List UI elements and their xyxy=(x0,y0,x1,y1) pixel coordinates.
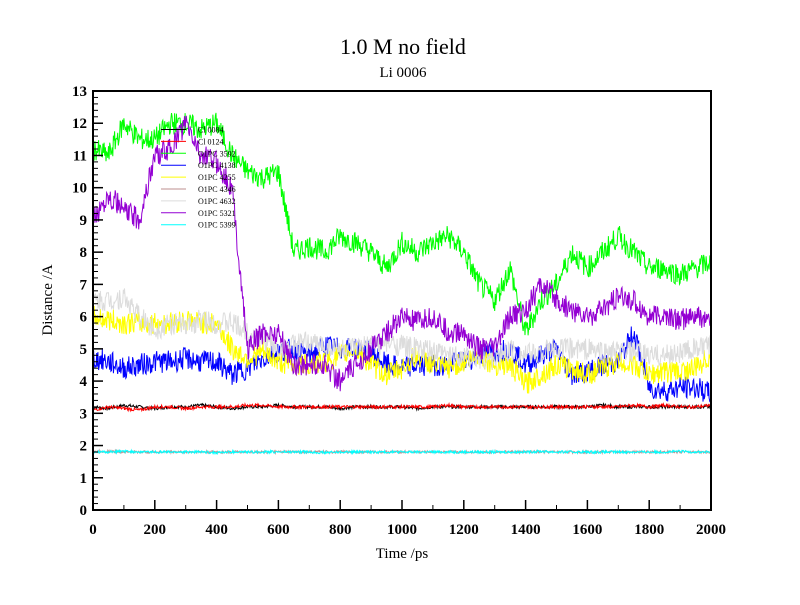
y-tick-label: 10 xyxy=(72,181,87,197)
y-tick-label: 9 xyxy=(80,213,88,229)
series-line-o1pc-5321 xyxy=(92,115,712,392)
legend-label: O1PC 5399 xyxy=(198,221,236,230)
x-tick-label: 1000 xyxy=(387,522,417,538)
series-line-o1pc-4138 xyxy=(92,326,712,403)
series-layer xyxy=(92,112,712,456)
chart-title: 1.0 M no field xyxy=(340,34,466,59)
series-line-o1pc-5399 xyxy=(92,448,712,456)
y-tick-label: 1 xyxy=(80,471,88,487)
y-tick-label: 7 xyxy=(80,277,88,293)
legend-label: O1PC 3592 xyxy=(198,149,236,158)
legend-label: O1PC 5321 xyxy=(198,209,236,218)
chart-subtitle: Li 0006 xyxy=(379,65,427,81)
y-tick-label: 11 xyxy=(73,148,87,164)
legend-label: Cl 0084 xyxy=(198,126,224,135)
y-tick-label: 3 xyxy=(80,406,88,422)
y-tick-label: 5 xyxy=(80,342,88,358)
y-tick-label: 8 xyxy=(80,245,88,261)
x-tick-label: 600 xyxy=(267,522,290,538)
y-axis-label: Distance /A xyxy=(40,264,56,335)
x-tick-label: 2000 xyxy=(696,522,726,538)
series-line-o1pc-4632 xyxy=(92,288,712,371)
x-tick-label: 400 xyxy=(205,522,228,538)
legend-label: O1PC 4255 xyxy=(198,173,236,182)
x-tick-label: 200 xyxy=(144,522,167,538)
x-axis-label: Time /ps xyxy=(376,546,429,562)
y-tick-label: 0 xyxy=(80,503,88,519)
x-tick-label: 0 xyxy=(89,522,97,538)
series-line-cl-0124 xyxy=(92,402,712,413)
legend-label: Cl 0124 xyxy=(198,137,224,146)
legend: Cl 0084 Cl 0124 O1PC 3592 O1PC 4138 O1PC 425… xyxy=(161,126,236,230)
x-tick-label: 800 xyxy=(329,522,352,538)
y-tick-label: 4 xyxy=(80,374,88,390)
y-tick-label: 6 xyxy=(80,310,88,326)
y-tick-label: 12 xyxy=(72,116,87,132)
x-tick-label: 1800 xyxy=(634,522,664,538)
legend-label: O1PC 4138 xyxy=(198,161,236,170)
x-tick-label: 1200 xyxy=(449,522,479,538)
x-tick-label: 1400 xyxy=(511,522,541,538)
legend-label: O1PC 4632 xyxy=(198,197,236,206)
y-tick-label: 13 xyxy=(72,84,87,100)
series-line-o1pc-3592 xyxy=(92,112,712,336)
x-tick-label: 1600 xyxy=(572,522,602,538)
axes: 0 200 400 600 800 1000 1200 1400 1600 1800 2000012… xyxy=(72,84,726,538)
y-tick-label: 2 xyxy=(80,439,88,455)
legend-label: O1PC 4346 xyxy=(198,185,236,194)
